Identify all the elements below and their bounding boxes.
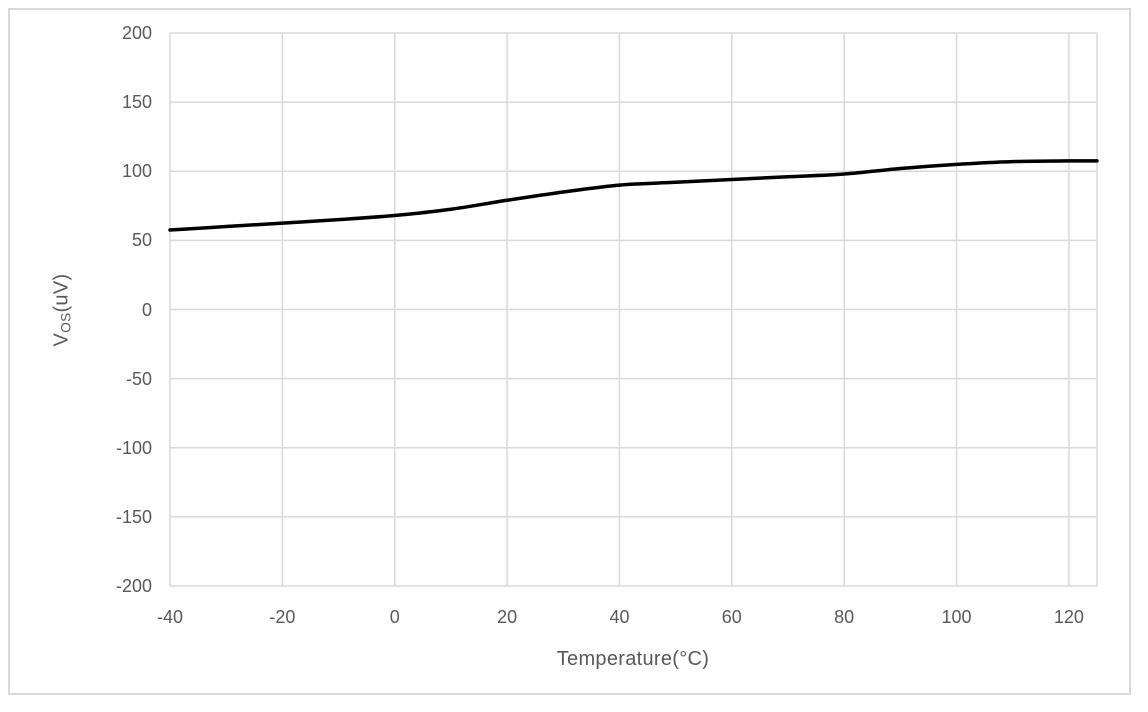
y-axis-title-units: (uV) <box>50 273 73 313</box>
y-tick-label: -50 <box>125 368 152 389</box>
series-lines-group <box>168 159 1099 232</box>
y-tick-label: 200 <box>121 23 152 43</box>
series-line <box>168 159 1099 232</box>
x-tick-label: -20 <box>269 607 296 627</box>
y-tick-label: -100 <box>115 437 152 458</box>
x-tick-label: 60 <box>721 607 742 627</box>
y-tick-label: -200 <box>115 576 152 596</box>
y-axis-title-subscript: OS <box>58 312 74 333</box>
x-tick-label: 80 <box>834 607 855 627</box>
x-tick-label: -40 <box>156 607 183 627</box>
y-tick-label: 100 <box>121 161 152 182</box>
y-tick-label: -150 <box>115 506 152 527</box>
y-axis-title: VOS(uV) <box>51 274 74 347</box>
x-tick-label: 100 <box>941 607 972 627</box>
y-tick-label: 150 <box>121 92 152 113</box>
x-tick-label: 0 <box>389 607 400 627</box>
y-tick-label: 0 <box>141 299 152 320</box>
x-axis-title: Temperature(°C) <box>556 648 710 670</box>
gridlines-group <box>169 32 1098 587</box>
x-tick-label: 40 <box>609 607 630 627</box>
x-tick-label: 20 <box>497 607 518 627</box>
x-tick-label: 120 <box>1053 607 1084 627</box>
y-axis-title-main: V <box>50 332 73 347</box>
chart-outer-frame <box>8 8 1131 695</box>
y-tick-label: 50 <box>131 230 152 251</box>
